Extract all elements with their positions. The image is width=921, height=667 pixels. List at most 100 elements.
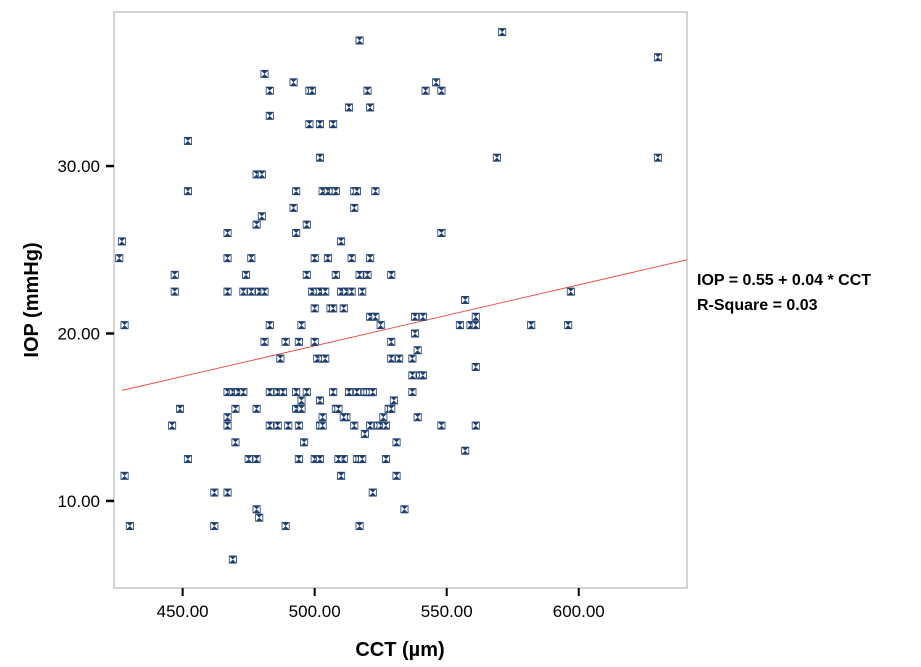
data-point xyxy=(260,287,269,296)
data-point xyxy=(255,513,264,522)
data-point xyxy=(297,321,306,330)
data-point xyxy=(318,421,327,430)
data-point xyxy=(408,354,417,363)
data-point xyxy=(265,388,274,397)
data-point xyxy=(411,312,420,321)
data-point xyxy=(223,254,232,263)
data-point xyxy=(455,321,464,330)
data-point xyxy=(281,337,290,346)
data-point xyxy=(265,111,274,120)
data-point xyxy=(231,438,240,447)
data-point xyxy=(308,86,317,95)
data-point xyxy=(321,354,330,363)
data-point xyxy=(125,522,134,531)
data-point xyxy=(421,86,430,95)
data-point xyxy=(257,212,266,221)
data-point xyxy=(276,354,285,363)
data-point xyxy=(281,522,290,531)
data-point xyxy=(170,270,179,279)
data-point xyxy=(260,69,269,78)
data-point xyxy=(318,413,327,422)
data-point xyxy=(300,438,309,447)
data-point xyxy=(437,421,446,430)
data-point xyxy=(376,321,385,330)
data-point xyxy=(294,337,303,346)
data-point xyxy=(387,270,396,279)
data-point xyxy=(413,346,422,355)
data-point xyxy=(315,153,324,162)
data-point xyxy=(366,103,375,112)
data-point xyxy=(117,237,126,246)
data-point xyxy=(352,187,361,196)
data-point xyxy=(527,321,536,330)
data-point xyxy=(345,103,354,112)
data-point xyxy=(239,287,248,296)
data-point xyxy=(120,471,129,480)
data-point xyxy=(413,413,422,422)
data-point xyxy=(331,187,340,196)
data-point xyxy=(315,396,324,405)
data-point xyxy=(387,404,396,413)
data-point xyxy=(297,404,306,413)
data-point xyxy=(366,421,375,430)
data-point xyxy=(223,488,232,497)
data-point xyxy=(252,455,261,464)
data-point xyxy=(363,86,372,95)
data-point xyxy=(223,287,232,296)
data-point xyxy=(252,404,261,413)
data-point xyxy=(437,229,446,238)
data-point xyxy=(315,120,324,129)
data-point xyxy=(228,555,237,564)
data-point xyxy=(115,254,124,263)
data-point xyxy=(395,354,404,363)
data-point xyxy=(345,388,354,397)
data-point xyxy=(329,120,338,129)
data-point xyxy=(389,396,398,405)
data-point xyxy=(337,237,346,246)
data-point xyxy=(284,421,293,430)
data-point xyxy=(265,421,274,430)
data-point xyxy=(239,388,248,397)
data-point xyxy=(210,522,219,531)
data-point xyxy=(360,429,369,438)
data-point xyxy=(381,421,390,430)
y-tick-label: 30.00 xyxy=(57,157,100,176)
data-point xyxy=(223,229,232,238)
data-point xyxy=(315,455,324,464)
data-point xyxy=(352,388,361,397)
data-point xyxy=(418,371,427,380)
data-point xyxy=(471,312,480,321)
y-tick-label: 10.00 xyxy=(57,492,100,511)
data-point xyxy=(350,203,359,212)
data-point xyxy=(168,421,177,430)
data-point xyxy=(289,78,298,87)
data-point xyxy=(368,488,377,497)
data-point xyxy=(176,404,185,413)
data-point xyxy=(334,404,343,413)
data-point xyxy=(210,488,219,497)
data-point xyxy=(347,287,356,296)
data-point xyxy=(564,321,573,330)
data-point xyxy=(223,413,232,422)
data-point xyxy=(350,421,359,430)
data-point xyxy=(294,455,303,464)
data-point xyxy=(461,446,470,455)
fit-equation-label: IOP = 0.55 + 0.04 * CCT xyxy=(697,272,871,289)
data-point xyxy=(294,421,303,430)
data-point xyxy=(432,78,441,87)
data-point xyxy=(653,153,662,162)
data-point xyxy=(302,388,311,397)
x-axis: 450.00 500.00 550.00 600.00 xyxy=(157,588,605,621)
data-point xyxy=(366,254,375,263)
data-point xyxy=(302,220,311,229)
data-point xyxy=(292,187,301,196)
data-point xyxy=(273,421,282,430)
data-point xyxy=(242,270,251,279)
data-point xyxy=(411,329,420,338)
data-point xyxy=(260,337,269,346)
data-point xyxy=(292,229,301,238)
data-point xyxy=(323,254,332,263)
x-tick-label: 500.00 xyxy=(289,602,341,621)
data-point xyxy=(247,254,256,263)
